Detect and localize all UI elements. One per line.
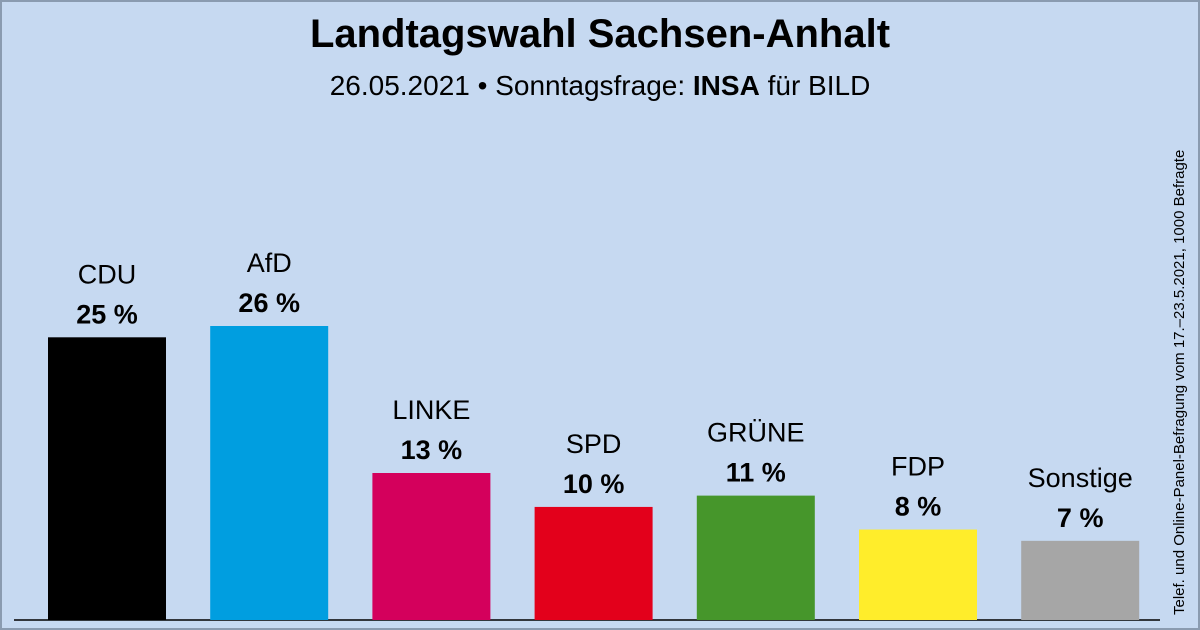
category-label-fdp: FDP [891, 452, 945, 482]
chart-title: Landtagswahl Sachsen-Anhalt [309, 12, 891, 56]
category-label-cdu: CDU [78, 259, 137, 289]
bar-cdu [48, 337, 166, 620]
category-label-spd: SPD [566, 429, 622, 459]
chart-subtitle: 26.05.2021 • Sonntagsfrage: INSA für BIL… [0, 70, 1200, 102]
value-label-spd: 10 % [563, 469, 625, 499]
category-label-sonstige: Sonstige [1028, 463, 1133, 493]
bar-linke [372, 473, 491, 620]
value-label-fdp: 8 % [895, 492, 942, 522]
bar-spd [534, 506, 653, 620]
category-label-afd: AfD [247, 248, 292, 278]
subtitle-client: für BILD [767, 70, 871, 101]
category-label-linke: LINKE [392, 395, 470, 425]
bar-gr-ne [696, 495, 815, 620]
bar-afd [210, 326, 329, 620]
bar-sonstige [1021, 540, 1140, 620]
value-label-linke: 13 % [401, 435, 463, 465]
category-label-gr-ne: GRÜNE [707, 418, 805, 448]
value-label-gr-ne: 11 % [726, 458, 786, 488]
value-label-afd: 26 % [238, 288, 300, 318]
bar-fdp [859, 529, 977, 620]
subtitle-date: 26.05.2021 • Sonntagsfrage: [329, 70, 686, 101]
value-label-cdu: 25 % [76, 299, 138, 329]
subtitle-institute: INSA [692, 70, 760, 101]
value-label-sonstige: 7 % [1057, 503, 1104, 533]
